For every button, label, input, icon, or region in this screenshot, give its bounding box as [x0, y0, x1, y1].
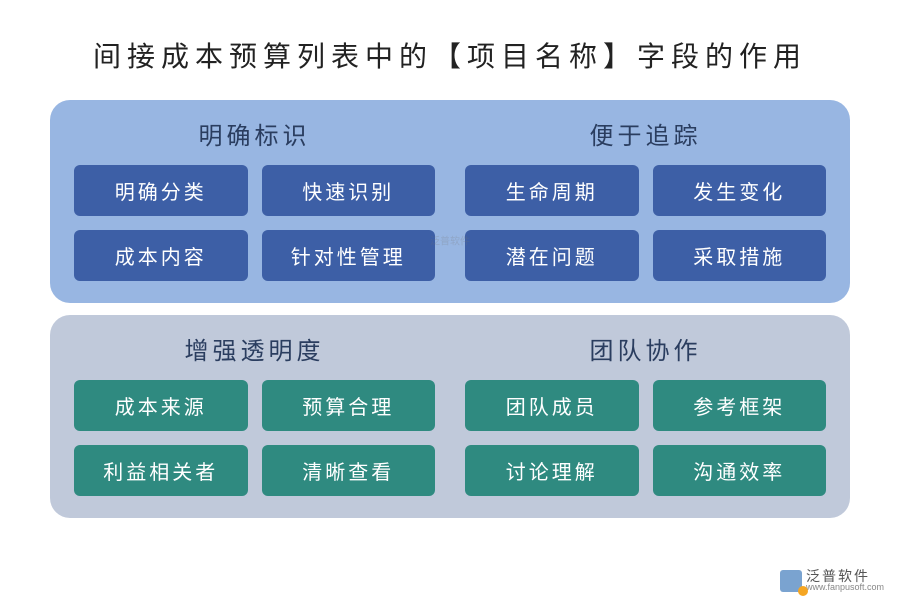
- col-0-1: 便于追踪生命周期发生变化潜在问题采取措施: [465, 116, 826, 281]
- chip: 采取措施: [653, 230, 827, 281]
- chip: 沟通效率: [653, 445, 827, 496]
- chip: 生命周期: [465, 165, 639, 216]
- watermark-text: 泛普软件 www.fanpusoft.com: [806, 569, 884, 592]
- col-title: 便于追踪: [465, 116, 826, 151]
- chip: 参考框架: [653, 380, 827, 431]
- chip: 发生变化: [653, 165, 827, 216]
- panel-1: 增强透明度成本来源预算合理利益相关者清晰查看团队协作团队成员参考框架讨论理解沟通…: [50, 315, 850, 518]
- chip-grid: 明确分类快速识别成本内容针对性管理: [74, 165, 435, 281]
- chip: 讨论理解: [465, 445, 639, 496]
- chip-grid: 成本来源预算合理利益相关者清晰查看: [74, 380, 435, 496]
- chip: 针对性管理: [262, 230, 436, 281]
- col-1-1: 团队协作团队成员参考框架讨论理解沟通效率: [465, 331, 826, 496]
- chip: 利益相关者: [74, 445, 248, 496]
- watermark-en: www.fanpusoft.com: [806, 583, 884, 592]
- footer-watermark: 泛普软件 www.fanpusoft.com: [780, 569, 884, 592]
- chip: 清晰查看: [262, 445, 436, 496]
- panel-row: 增强透明度成本来源预算合理利益相关者清晰查看团队协作团队成员参考框架讨论理解沟通…: [74, 331, 826, 496]
- chip: 团队成员: [465, 380, 639, 431]
- page-title: 间接成本预算列表中的【项目名称】字段的作用: [50, 35, 850, 75]
- col-1-0: 增强透明度成本来源预算合理利益相关者清晰查看: [74, 331, 435, 496]
- col-0-0: 明确标识明确分类快速识别成本内容针对性管理: [74, 116, 435, 281]
- chip: 快速识别: [262, 165, 436, 216]
- chip-grid: 生命周期发生变化潜在问题采取措施: [465, 165, 826, 281]
- col-title: 明确标识: [74, 116, 435, 151]
- chip-grid: 团队成员参考框架讨论理解沟通效率: [465, 380, 826, 496]
- chip: 成本来源: [74, 380, 248, 431]
- col-title: 增强透明度: [74, 331, 435, 366]
- col-title: 团队协作: [465, 331, 826, 366]
- panels-container: 明确标识明确分类快速识别成本内容针对性管理便于追踪生命周期发生变化潜在问题采取措…: [50, 100, 850, 518]
- panel-0: 明确标识明确分类快速识别成本内容针对性管理便于追踪生命周期发生变化潜在问题采取措…: [50, 100, 850, 303]
- watermark-cn: 泛普软件: [806, 569, 884, 583]
- chip: 成本内容: [74, 230, 248, 281]
- chip: 明确分类: [74, 165, 248, 216]
- panel-row: 明确标识明确分类快速识别成本内容针对性管理便于追踪生命周期发生变化潜在问题采取措…: [74, 116, 826, 281]
- chip: 潜在问题: [465, 230, 639, 281]
- chip: 预算合理: [262, 380, 436, 431]
- logo-icon: [780, 570, 802, 592]
